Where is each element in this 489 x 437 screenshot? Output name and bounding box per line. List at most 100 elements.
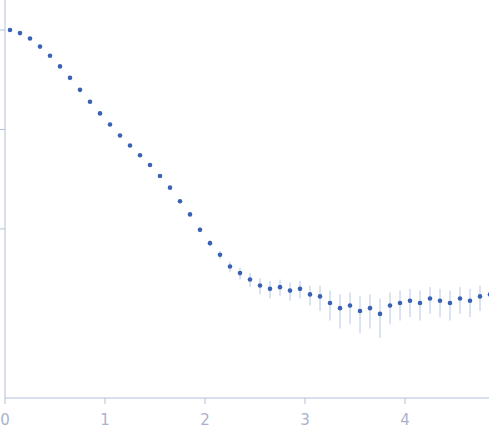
- marker: [418, 301, 423, 306]
- marker: [138, 153, 143, 158]
- y-tick: [0, 29, 5, 30]
- marker: [18, 31, 23, 36]
- y-tick: [0, 228, 5, 229]
- marker: [388, 303, 393, 308]
- marker: [468, 298, 473, 303]
- x-axis: [5, 398, 489, 399]
- data-point: [268, 281, 273, 299]
- marker: [338, 306, 343, 311]
- data-point: [208, 240, 213, 246]
- error-bar: [420, 291, 421, 321]
- data-point: [238, 267, 243, 279]
- marker: [408, 298, 413, 303]
- error-bar: [340, 294, 341, 328]
- data-point: [388, 292, 393, 324]
- marker: [288, 288, 293, 293]
- marker: [8, 28, 13, 33]
- marker: [78, 88, 83, 93]
- marker: [228, 264, 233, 269]
- marker: [278, 285, 283, 290]
- marker: [118, 133, 123, 138]
- error-bar: [390, 292, 391, 324]
- marker: [298, 287, 303, 292]
- data-point: [48, 53, 53, 58]
- marker: [348, 303, 353, 308]
- data-point: [368, 294, 373, 328]
- marker: [358, 309, 363, 314]
- data-point: [278, 280, 283, 297]
- marker: [248, 277, 253, 282]
- data-point: [458, 287, 463, 314]
- marker: [308, 292, 313, 297]
- marker: [268, 287, 273, 292]
- x-tick: [205, 398, 206, 404]
- marker: [438, 298, 443, 303]
- marker: [318, 294, 323, 299]
- error-bar: [360, 296, 361, 333]
- marker: [148, 163, 153, 168]
- data-point: [118, 133, 123, 138]
- y-tick: [0, 129, 5, 130]
- data-point: [418, 291, 423, 321]
- marker: [488, 292, 489, 297]
- y-axis: [5, 0, 6, 398]
- x-tick: [405, 398, 406, 404]
- x-tick: [105, 398, 106, 404]
- error-bar: [370, 294, 371, 328]
- marker: [238, 271, 243, 276]
- data-point: [168, 185, 173, 190]
- data-point: [448, 291, 453, 321]
- marker: [208, 241, 213, 246]
- marker: [158, 174, 163, 179]
- data-point: [398, 291, 403, 321]
- data-point: [58, 64, 63, 69]
- error-bar: [330, 291, 331, 321]
- data-point: [218, 251, 223, 259]
- marker: [378, 312, 383, 317]
- x-tick-label: 1: [100, 411, 110, 429]
- marker: [98, 111, 103, 116]
- error-bar: [350, 292, 351, 324]
- data-point: [138, 153, 143, 158]
- data-point: [78, 88, 83, 93]
- data-point: [28, 36, 33, 41]
- x-tick-label: 4: [400, 411, 410, 429]
- data-point: [98, 111, 103, 116]
- data-point: [348, 292, 353, 324]
- data-point: [468, 289, 473, 317]
- data-point: [228, 262, 233, 272]
- data-point: [298, 281, 303, 299]
- x-tick-label: 0: [0, 411, 10, 429]
- chart: 0 1 2 3 4: [0, 0, 489, 437]
- x-tick-label: 2: [200, 411, 210, 429]
- x-tick-label: 3: [300, 411, 310, 429]
- marker: [198, 228, 203, 233]
- data-point: [438, 289, 443, 317]
- data-point: [428, 287, 433, 314]
- data-point: [148, 163, 153, 168]
- data-point: [338, 294, 343, 328]
- marker: [458, 296, 463, 301]
- x-tick: [305, 398, 306, 404]
- data-point: [378, 299, 383, 339]
- marker: [188, 212, 193, 217]
- data-point: [128, 143, 133, 148]
- plot-area: [8, 28, 489, 338]
- data-point: [158, 174, 163, 179]
- data-point: [318, 286, 323, 311]
- data-point: [478, 286, 483, 311]
- data-point: [308, 286, 313, 306]
- data-point: [178, 199, 183, 204]
- marker: [108, 122, 113, 127]
- data-point: [38, 44, 43, 49]
- marker: [128, 143, 133, 148]
- data-point: [248, 273, 253, 287]
- data-point: [358, 296, 363, 333]
- error-bar: [400, 291, 401, 321]
- marker: [178, 199, 183, 204]
- data-point: [68, 76, 73, 81]
- marker: [478, 294, 483, 299]
- error-bar: [380, 299, 381, 339]
- chart-svg: 0 1 2 3 4: [0, 0, 489, 437]
- marker: [88, 99, 93, 104]
